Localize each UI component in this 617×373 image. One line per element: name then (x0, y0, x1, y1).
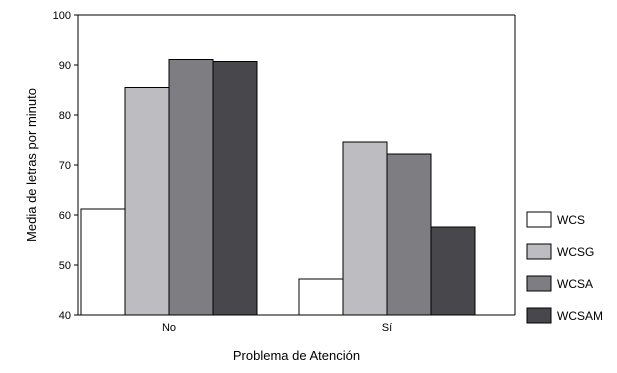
bar-wcs-0 (80, 208, 126, 316)
x-axis-title: Problema de Atención (233, 348, 360, 363)
legend-swatch-wcsam (526, 307, 552, 324)
y-tick-label: 100 (53, 10, 71, 22)
y-ticks: 40 50 60 70 80 90 100 (53, 10, 78, 322)
legend-swatch-wcs (526, 211, 552, 228)
legend-label-wcsam: WCSAM (557, 309, 603, 323)
bar-wcsa-0 (168, 59, 214, 316)
bar-wcsg-1 (342, 141, 388, 316)
y-axis-title: Media de letras por minuto (24, 88, 39, 242)
y-tick-label: 60 (59, 210, 71, 222)
y-tick-label: 50 (59, 260, 71, 272)
x-ticks: No Sí (162, 322, 392, 334)
y-tick-label: 70 (59, 160, 71, 172)
bar-wcsam-0 (212, 61, 258, 316)
bar-wcsam-1 (430, 226, 476, 316)
legend-label-wcsa: WCSA (557, 277, 593, 291)
bar-wcsa-1 (386, 153, 432, 316)
legend-label-wcs: WCS (557, 213, 585, 227)
y-tick-label: 90 (59, 60, 71, 72)
legend: WCS WCSG WCSA WCSAM (526, 211, 603, 324)
y-tick-label: 40 (59, 310, 71, 322)
legend-swatch-wcsg (526, 243, 552, 260)
bar-wcs-1 (298, 278, 344, 316)
x-tick-label: Sí (382, 322, 392, 334)
y-tick-label: 80 (59, 110, 71, 122)
legend-swatch-wcsa (526, 275, 552, 292)
bars-layer (80, 59, 476, 316)
legend-label-wcsg: WCSG (557, 245, 594, 259)
bar-wcsg-0 (124, 87, 170, 316)
x-tick-label: No (162, 322, 176, 334)
